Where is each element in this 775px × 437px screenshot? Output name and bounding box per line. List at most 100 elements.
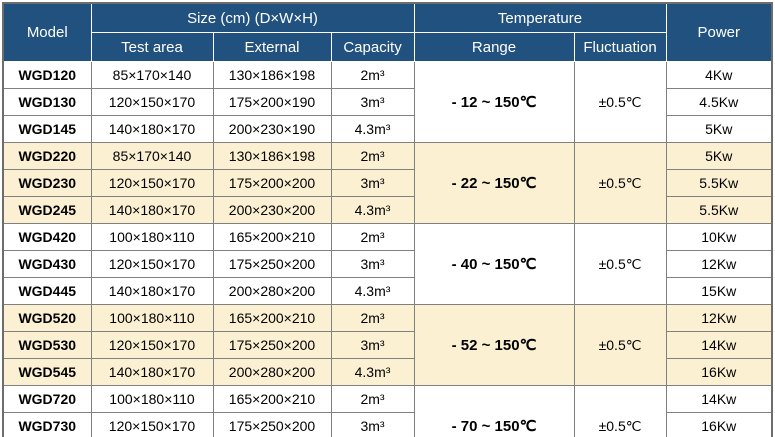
model-cell: WGD445 [2,277,92,305]
table-row: WGD130 120×150×170 175×200×190 3m³ 4.5Kw [2,88,773,116]
test-area-cell: 120×150×170 [90,412,214,437]
test-area-cell: 120×150×170 [90,88,214,116]
fluctuation-cell: ±0.5℃ [573,61,667,143]
table-row: WGD245 140×180×170 200×230×200 4.3m³ 5.5… [2,196,773,224]
fluctuation-cell: ±0.5℃ [573,304,667,386]
model-cell: WGD220 [2,142,92,170]
range-cell: - 22 ~ 150℃ [413,142,575,224]
header-row-groups: Model Size (cm) (D×W×H) Temperature Powe… [2,2,773,62]
external-cell: 175×250×200 [212,412,332,437]
capacity-cell: 2m³ [330,61,415,89]
test-area-cell: 85×170×140 [90,61,214,89]
test-area-cell: 140×180×170 [90,115,214,143]
power-cell: 4Kw [665,61,773,89]
power-cell: 4.5Kw [665,88,773,116]
test-area-cell: 100×180×110 [90,223,214,251]
table-row: WGD220 85×170×140 130×186×198 2m³ - 22 ~… [2,142,773,224]
capacity-cell: 4.3m³ [330,358,415,386]
table-row: WGD445 140×180×170 200×280×200 4.3m³ 15K… [2,277,773,305]
capacity-cell: 3m³ [330,169,415,197]
model-cell: WGD430 [2,250,92,278]
fluctuation-cell: ±0.5℃ [573,223,667,305]
table-row: WGD430 120×150×170 175×250×200 3m³ 12Kw [2,250,773,278]
capacity-cell: 4.3m³ [330,277,415,305]
model-cell: WGD730 [2,412,92,437]
power-cell: 5Kw [665,142,773,170]
test-area-cell: 85×170×140 [90,142,214,170]
external-cell: 165×200×210 [212,304,332,332]
table-row: WGD420 100×180×110 165×200×210 2m³ - 40 … [2,223,773,305]
test-area-cell: 120×150×170 [90,331,214,359]
power-cell: 14Kw [665,385,773,413]
test-area-cell: 120×150×170 [90,169,214,197]
power-cell: 5Kw [665,115,773,143]
test-area-cell: 120×150×170 [90,250,214,278]
header-temperature-group: Temperature [413,2,667,33]
table-header: Model Size (cm) (D×W×H) Temperature Powe… [2,2,773,62]
table-row: WGD145 140×180×170 200×230×190 4.3m³ 5Kw [2,115,773,143]
external-cell: 175×250×200 [212,331,332,359]
model-cell: WGD245 [2,196,92,224]
capacity-cell: 2m³ [330,223,415,251]
test-area-cell: 140×180×170 [90,277,214,305]
model-cell: WGD130 [2,88,92,116]
table-row: WGD545 140×180×170 200×280×200 4.3m³ 16K… [2,358,773,386]
capacity-cell: 2m³ [330,142,415,170]
model-cell: WGD530 [2,331,92,359]
model-cell: WGD545 [2,358,92,386]
external-cell: 175×200×200 [212,169,332,197]
table-row: WGD730 120×150×170 175×250×200 3m³ 16Kw [2,412,773,437]
external-cell: 130×186×198 [212,142,332,170]
capacity-cell: 3m³ [330,250,415,278]
range-cell: - 70 ~ 150℃ [413,385,575,437]
table-row: WGD230 120×150×170 175×200×200 3m³ 5.5Kw [2,169,773,197]
header-size-group: Size (cm) (D×W×H) [90,2,415,33]
model-cell: WGD720 [2,385,92,413]
table-row: WGD720 100×180×110 165×200×210 2m³ - 70 … [2,385,773,437]
table-row: WGD530 120×150×170 175×250×200 3m³ 14Kw [2,331,773,359]
power-cell: 16Kw [665,358,773,386]
test-area-cell: 100×180×110 [90,385,214,413]
model-cell: WGD120 [2,61,92,89]
capacity-cell: 2m³ [330,385,415,413]
power-cell: 12Kw [665,304,773,332]
table-row: WGD520 100×180×110 165×200×210 2m³ - 52 … [2,304,773,386]
range-cell: - 12 ~ 150℃ [413,61,575,143]
table-row: WGD120 85×170×140 130×186×198 2m³ - 12 ~… [2,61,773,143]
power-cell: 12Kw [665,250,773,278]
external-cell: 165×200×210 [212,223,332,251]
header-model: Model [2,2,92,62]
model-cell: WGD145 [2,115,92,143]
capacity-cell: 4.3m³ [330,115,415,143]
power-cell: 14Kw [665,331,773,359]
external-cell: 200×230×200 [212,196,332,224]
capacity-cell: 2m³ [330,304,415,332]
header-test-area: Test area [90,32,214,62]
model-cell: WGD420 [2,223,92,251]
capacity-cell: 3m³ [330,412,415,437]
external-cell: 165×200×210 [212,385,332,413]
header-power: Power [665,2,773,62]
capacity-cell: 4.3m³ [330,196,415,224]
test-area-cell: 140×180×170 [90,358,214,386]
power-cell: 5.5Kw [665,196,773,224]
fluctuation-cell: ±0.5℃ [573,385,667,437]
capacity-cell: 3m³ [330,88,415,116]
external-cell: 175×200×190 [212,88,332,116]
fluctuation-cell: ±0.5℃ [573,142,667,224]
range-cell: - 52 ~ 150℃ [413,304,575,386]
external-cell: 200×280×200 [212,358,332,386]
power-cell: 10Kw [665,223,773,251]
power-cell: 16Kw [665,412,773,437]
test-area-cell: 100×180×110 [90,304,214,332]
model-cell: WGD520 [2,304,92,332]
external-cell: 175×250×200 [212,250,332,278]
range-cell: - 40 ~ 150℃ [413,223,575,305]
test-area-cell: 140×180×170 [90,196,214,224]
header-row-sub: Test area External Capacity Range Fluctu… [3,32,772,62]
header-capacity: Capacity [330,32,415,62]
capacity-cell: 3m³ [330,331,415,359]
header-fluctuation: Fluctuation [573,32,667,62]
